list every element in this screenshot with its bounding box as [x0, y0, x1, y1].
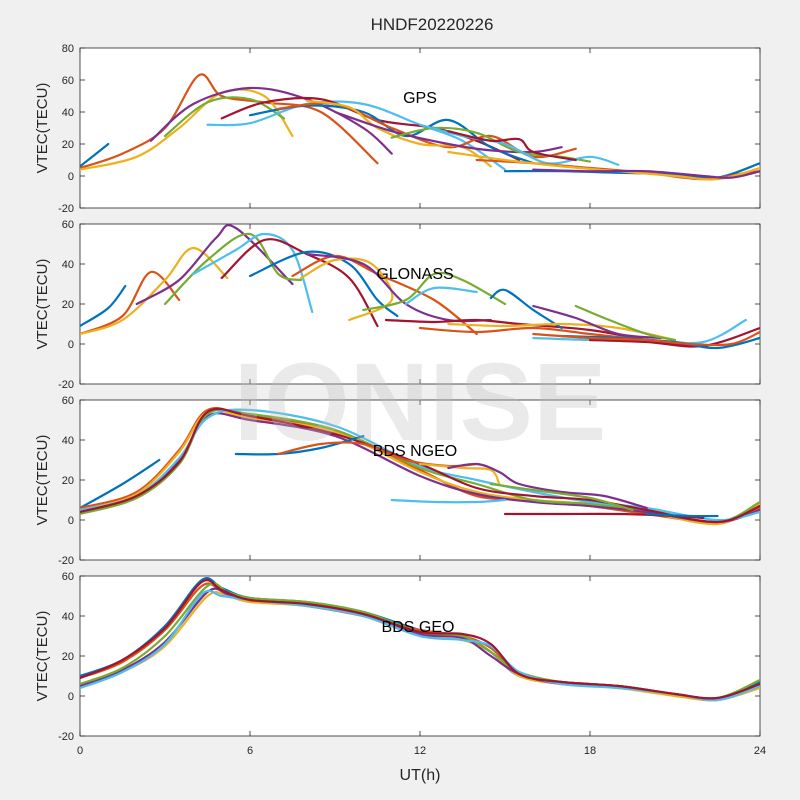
series-line [206, 100, 507, 171]
series-line [149, 86, 393, 155]
series-line [489, 482, 634, 512]
series-line [447, 462, 648, 510]
series-group [80, 224, 760, 350]
series-line [574, 304, 677, 342]
y-tick-label: 0 [68, 339, 74, 351]
series-line [80, 589, 760, 702]
series-group [80, 73, 760, 181]
y-tick-label: 0 [68, 515, 74, 527]
y-tick-label: -20 [58, 203, 74, 215]
series-line [80, 73, 379, 170]
series-line [80, 88, 294, 171]
x-tick-label: 18 [584, 745, 596, 757]
x-tick-label: 0 [77, 745, 83, 757]
series-line [80, 142, 110, 168]
y-tick-label: 40 [62, 259, 74, 271]
panel-label: BDS GEO [382, 619, 455, 636]
series-line [447, 130, 577, 162]
y-tick-label: 0 [68, 171, 74, 183]
y-tick-label: 60 [62, 571, 74, 583]
figure-title: HNDF20220226 [371, 15, 494, 34]
series-line [532, 330, 760, 347]
series-line [163, 96, 286, 138]
series-line [404, 286, 478, 306]
subplot-1: -20 0 20 40 60 VTEC(TECU) GLONASS [34, 219, 761, 391]
watermark: IONISE [234, 341, 607, 464]
y-tick-label: -20 [58, 731, 74, 743]
y-axis-label: VTEC(TECU) [34, 611, 51, 702]
series-line [532, 168, 760, 179]
series-line [532, 304, 662, 340]
x-tick-label: 6 [247, 745, 253, 757]
y-tick-label: 40 [62, 107, 74, 119]
plot-area [79, 575, 761, 737]
series-group [80, 577, 760, 702]
y-tick-label: 60 [62, 395, 74, 407]
y-axis-label: VTEC(TECU) [34, 83, 51, 174]
panel-label: GPS [403, 90, 437, 107]
y-axis-label: VTEC(TECU) [34, 259, 51, 350]
series-line [489, 288, 563, 330]
panel-label: GLONASS [376, 266, 453, 283]
series-line [390, 498, 507, 504]
subplot-0: -20 0 20 40 60 80 VTEC(TECU) GPS [34, 43, 761, 215]
subplot-2: -20 0 20 40 60 VTEC(TECU) BDS NGEO [34, 395, 761, 567]
y-axis-label: VTEC(TECU) [34, 435, 51, 526]
y-tick-label: 20 [62, 299, 74, 311]
y-tick-label: 20 [62, 475, 74, 487]
series-line [418, 326, 648, 342]
y-tick-label: -20 [58, 379, 74, 391]
y-tick-label: 40 [62, 611, 74, 623]
y-tick-label: 80 [62, 43, 74, 55]
series-line [80, 412, 760, 524]
y-tick-label: 20 [62, 139, 74, 151]
x-tick-label: 12 [414, 745, 426, 757]
x-axis-label: UT(h) [400, 767, 441, 784]
series-line [645, 512, 719, 518]
plot-area [79, 223, 761, 385]
x-tick-label: 24 [754, 745, 766, 757]
series-line [418, 462, 501, 486]
series-group [80, 406, 760, 526]
y-tick-label: 60 [62, 75, 74, 87]
y-tick-label: 60 [62, 219, 74, 231]
series-line [362, 271, 507, 312]
plot-area [79, 47, 761, 209]
y-tick-label: -20 [58, 555, 74, 567]
series-line [80, 284, 127, 328]
series-line [80, 458, 161, 510]
y-tick-label: 40 [62, 435, 74, 447]
series-line [80, 270, 181, 336]
y-tick-label: 20 [62, 651, 74, 663]
series-line [588, 326, 760, 348]
y-tick-label: 0 [68, 691, 74, 703]
panel-label: BDS NGEO [373, 443, 457, 460]
series-line [418, 123, 620, 166]
series-line [80, 579, 760, 700]
